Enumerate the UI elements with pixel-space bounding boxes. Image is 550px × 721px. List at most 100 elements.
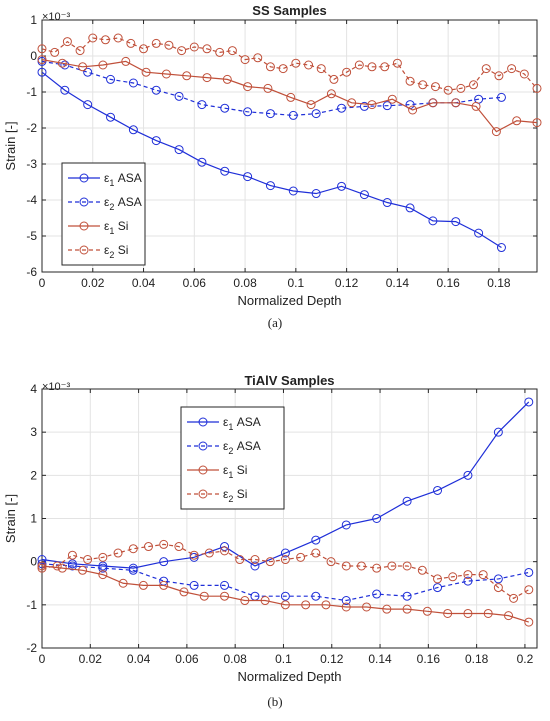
data-point — [235, 555, 245, 565]
panel-label: (a) — [268, 315, 282, 330]
data-point — [202, 44, 212, 54]
data-point — [524, 567, 534, 577]
legend-subscript: 1 — [228, 422, 233, 432]
y-tick-label: -4 — [26, 193, 37, 207]
legend-swatch-marker — [79, 197, 89, 207]
legend-suffix: ASA — [233, 415, 260, 429]
y-tick-label: 3 — [30, 425, 37, 439]
legend-subscript: 1 — [109, 178, 114, 188]
data-point — [197, 157, 207, 167]
data-point — [430, 82, 440, 92]
legend-symbol: ε — [104, 195, 110, 209]
data-point — [280, 591, 290, 601]
data-point — [311, 535, 321, 545]
legend-box — [61, 162, 146, 266]
data-point — [220, 103, 230, 113]
chart-title: TiAlV Samples — [244, 373, 334, 388]
data-point — [311, 591, 321, 601]
data-point — [37, 55, 47, 65]
data-point — [532, 118, 542, 128]
data-point — [512, 116, 522, 126]
data-point — [220, 580, 230, 590]
data-point — [372, 563, 382, 573]
data-point — [418, 80, 428, 90]
data-point — [189, 580, 199, 590]
x-tick-label: 0.2 — [517, 652, 534, 666]
data-point — [443, 85, 453, 95]
legend-swatch-marker — [79, 245, 89, 255]
data-point — [326, 89, 336, 99]
series-line-1 — [41, 60, 502, 117]
data-point — [491, 127, 501, 137]
data-point — [215, 47, 225, 57]
series-line-0 — [41, 71, 502, 249]
data-point — [98, 60, 108, 70]
data-point — [199, 591, 209, 601]
data-point — [280, 600, 290, 610]
legend-symbol: ε — [223, 439, 229, 453]
data-point — [179, 587, 189, 597]
data-point — [182, 71, 192, 81]
data-point — [494, 71, 504, 81]
x-tick-label: 0.08 — [223, 652, 247, 666]
data-point — [57, 563, 67, 573]
data-point — [52, 561, 62, 571]
data-point — [342, 67, 352, 77]
data-point — [456, 83, 466, 93]
legend-swatch-marker — [79, 221, 89, 231]
plot-frame — [41, 19, 538, 273]
data-point — [88, 33, 98, 43]
data-point — [83, 555, 93, 565]
data-point — [405, 76, 415, 86]
data-point — [316, 64, 326, 74]
data-point — [128, 125, 138, 135]
x-tick-label: 0.16 — [417, 652, 441, 666]
data-point — [278, 64, 288, 74]
data-point — [177, 46, 187, 56]
x-tick-label: 0.04 — [132, 276, 156, 290]
data-point — [98, 552, 108, 562]
data-point — [347, 98, 357, 108]
data-point — [359, 190, 369, 200]
y-tick-label: 1 — [30, 512, 37, 526]
data-point — [471, 101, 481, 111]
data-point — [402, 496, 412, 506]
data-point — [509, 593, 519, 603]
data-point — [478, 570, 488, 580]
y-tick-label: -1 — [26, 598, 37, 612]
data-point — [159, 539, 169, 549]
data-point — [524, 585, 534, 595]
data-point — [337, 181, 347, 191]
data-point — [417, 565, 427, 575]
data-point — [463, 470, 473, 480]
data-point — [428, 216, 438, 226]
data-point — [243, 172, 253, 182]
data-point — [98, 563, 108, 573]
data-point — [362, 602, 372, 612]
y-axis-label: Strain [-] — [3, 494, 18, 543]
x-tick-label: 0.1 — [288, 276, 305, 290]
data-point — [301, 600, 311, 610]
data-point — [159, 557, 169, 567]
series-line-0 — [41, 401, 530, 569]
data-point — [243, 107, 253, 117]
legend-symbol: ε — [223, 487, 229, 501]
series-line-2 — [41, 565, 529, 623]
y-tick-label: -3 — [26, 157, 37, 171]
data-point — [367, 100, 377, 110]
data-point — [408, 105, 418, 115]
data-point — [174, 91, 184, 101]
data-point — [220, 166, 230, 176]
data-point — [524, 617, 534, 627]
data-point — [174, 145, 184, 155]
data-point — [151, 136, 161, 146]
legend-entry: ε1 Si — [223, 463, 247, 480]
data-point — [113, 548, 123, 558]
data-point — [260, 596, 270, 606]
data-point — [67, 559, 77, 569]
data-point — [78, 565, 88, 575]
legend-subscript: 2 — [109, 250, 114, 260]
legend-symbol: ε — [104, 171, 110, 185]
